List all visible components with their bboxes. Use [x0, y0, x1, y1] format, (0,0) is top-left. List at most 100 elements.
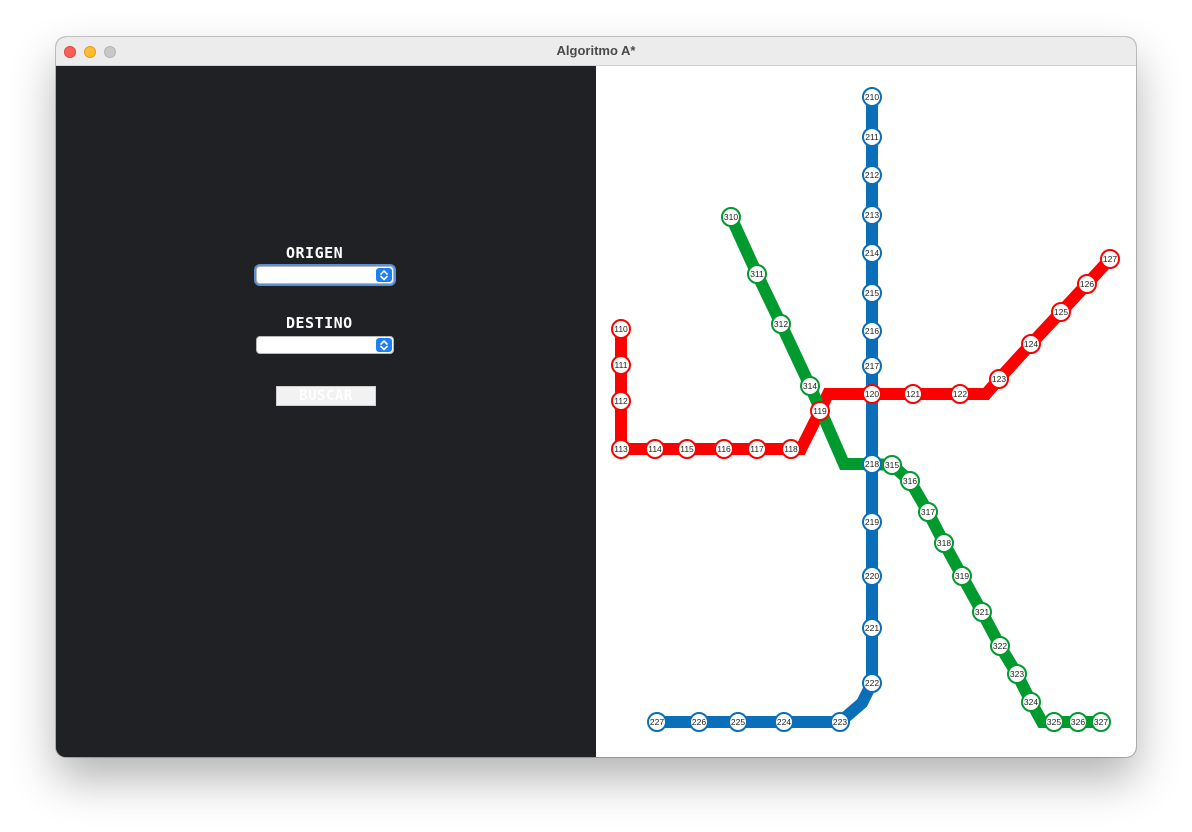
- station-314[interactable]: 314: [800, 376, 820, 396]
- svg-text:311: 311: [750, 269, 764, 279]
- station-213[interactable]: 213: [862, 205, 882, 225]
- station-226[interactable]: 226: [689, 712, 709, 732]
- minimize-window-button[interactable]: [84, 46, 96, 58]
- svg-text:218: 218: [865, 459, 879, 469]
- green-line-track: [725, 214, 1101, 728]
- station-114[interactable]: 114: [645, 439, 665, 459]
- metro-map-panel: 110 111 112 113 114 115 116 117 118 119 120 121 122 1…: [596, 66, 1136, 757]
- svg-text:118: 118: [784, 444, 798, 454]
- station-117[interactable]: 117: [747, 439, 767, 459]
- svg-text:125: 125: [1054, 307, 1068, 317]
- station-211[interactable]: 211: [862, 127, 882, 147]
- svg-text:126: 126: [1080, 279, 1094, 289]
- station-316[interactable]: 316: [900, 471, 920, 491]
- station-310[interactable]: 310: [721, 207, 741, 227]
- station-324[interactable]: 324: [1021, 692, 1041, 712]
- station-212[interactable]: 212: [862, 165, 882, 185]
- station-214[interactable]: 214: [862, 243, 882, 263]
- station-224[interactable]: 224: [774, 712, 794, 732]
- svg-text:114: 114: [648, 444, 662, 454]
- station-327[interactable]: 327: [1091, 712, 1111, 732]
- svg-text:321: 321: [975, 607, 989, 617]
- close-window-button[interactable]: [64, 46, 76, 58]
- station-312[interactable]: 312: [771, 314, 791, 334]
- station-317[interactable]: 317: [918, 502, 938, 522]
- station-110[interactable]: 110: [611, 319, 631, 339]
- svg-text:327: 327: [1094, 717, 1108, 727]
- station-115[interactable]: 115: [677, 439, 697, 459]
- svg-text:124: 124: [1024, 339, 1038, 349]
- svg-text:326: 326: [1071, 717, 1085, 727]
- station-311[interactable]: 311: [747, 264, 767, 284]
- svg-text:224: 224: [777, 717, 791, 727]
- svg-text:323: 323: [1010, 669, 1024, 679]
- station-118[interactable]: 118: [781, 439, 801, 459]
- station-127[interactable]: 127: [1100, 249, 1120, 269]
- station-221[interactable]: 221: [862, 618, 882, 638]
- station-315[interactable]: 315: [882, 455, 902, 475]
- station-124[interactable]: 124: [1021, 334, 1041, 354]
- svg-text:116: 116: [717, 444, 731, 454]
- svg-text:226: 226: [692, 717, 706, 727]
- svg-text:222: 222: [865, 678, 879, 688]
- zoom-window-button[interactable]: [104, 46, 116, 58]
- title-bar: Algoritmo A*: [56, 37, 1136, 66]
- station-321[interactable]: 321: [972, 602, 992, 622]
- svg-text:110: 110: [614, 324, 628, 334]
- svg-text:314: 314: [803, 381, 817, 391]
- station-220[interactable]: 220: [862, 566, 882, 586]
- station-326[interactable]: 326: [1068, 712, 1088, 732]
- svg-text:211: 211: [865, 132, 879, 142]
- destination-select[interactable]: [256, 336, 394, 354]
- svg-text:119: 119: [813, 406, 827, 416]
- svg-text:215: 215: [865, 288, 879, 298]
- svg-text:322: 322: [993, 641, 1007, 651]
- station-121[interactable]: 121: [903, 384, 923, 404]
- svg-text:123: 123: [992, 374, 1006, 384]
- svg-text:117: 117: [750, 444, 764, 454]
- window-title: Algoritmo A*: [556, 43, 636, 58]
- svg-text:225: 225: [731, 717, 745, 727]
- svg-text:219: 219: [865, 517, 879, 527]
- station-225[interactable]: 225: [728, 712, 748, 732]
- svg-text:220: 220: [865, 571, 879, 581]
- station-322[interactable]: 322: [990, 636, 1010, 656]
- station-113[interactable]: 113: [611, 439, 631, 459]
- svg-text:214: 214: [865, 248, 879, 258]
- station-319[interactable]: 319: [952, 566, 972, 586]
- station-112[interactable]: 112: [611, 391, 631, 411]
- station-116[interactable]: 116: [714, 439, 734, 459]
- station-111[interactable]: 111: [611, 355, 631, 375]
- station-122[interactable]: 122: [950, 384, 970, 404]
- svg-text:221: 221: [865, 623, 879, 633]
- station-323[interactable]: 323: [1007, 664, 1027, 684]
- chevron-updown-icon: [376, 338, 392, 352]
- station-215[interactable]: 215: [862, 283, 882, 303]
- svg-text:113: 113: [614, 444, 628, 454]
- svg-text:227: 227: [650, 717, 664, 727]
- station-120[interactable]: 120: [862, 384, 882, 404]
- svg-text:315: 315: [885, 460, 899, 470]
- station-217[interactable]: 217: [862, 356, 882, 376]
- search-panel: ORIGEN DESTINO BUSCAR: [56, 66, 596, 757]
- station-216[interactable]: 216: [862, 321, 882, 341]
- svg-text:210: 210: [865, 92, 879, 102]
- station-210[interactable]: 210: [862, 87, 882, 107]
- search-button[interactable]: BUSCAR: [276, 386, 376, 406]
- station-318[interactable]: 318: [934, 533, 954, 553]
- station-219[interactable]: 219: [862, 512, 882, 532]
- station-223[interactable]: 223: [830, 712, 850, 732]
- station-119[interactable]: 119: [810, 401, 830, 421]
- station-123[interactable]: 123: [989, 369, 1009, 389]
- station-125[interactable]: 125: [1051, 302, 1071, 322]
- station-222[interactable]: 222: [862, 673, 882, 693]
- station-227[interactable]: 227: [647, 712, 667, 732]
- origin-label: ORIGEN: [286, 244, 344, 262]
- svg-text:112: 112: [614, 396, 628, 406]
- station-325[interactable]: 325: [1044, 712, 1064, 732]
- origin-select[interactable]: [256, 266, 394, 284]
- svg-text:120: 120: [865, 389, 879, 399]
- station-126[interactable]: 126: [1077, 274, 1097, 294]
- svg-text:115: 115: [680, 444, 694, 454]
- station-218[interactable]: 218: [862, 454, 882, 474]
